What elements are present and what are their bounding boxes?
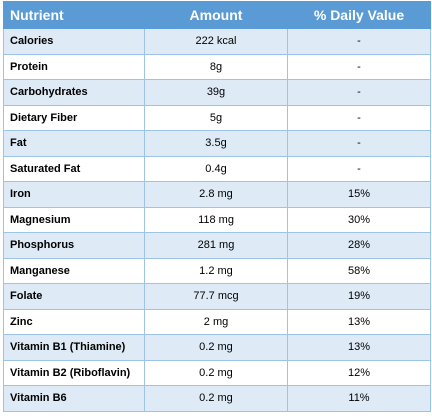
nutrient-cell: Vitamin B6 — [3, 385, 145, 412]
daily-value-cell: - — [287, 155, 431, 182]
daily-value-cell: 15% — [287, 181, 431, 208]
nutrient-cell: Carbohydrates — [3, 79, 145, 106]
amount-cell: 77.7 mcg — [144, 283, 288, 310]
daily-value-cell: 12% — [287, 359, 431, 386]
daily-value-cell: 19% — [287, 283, 431, 310]
daily-value-cell: 13% — [287, 334, 431, 361]
nutrition-table: Nutrient Amount % Daily Value Calories 22… — [3, 1, 431, 412]
amount-cell: 0.2 mg — [144, 359, 288, 386]
nutrient-cell: Folate — [3, 283, 145, 310]
table-row: Protein 8g - — [3, 53, 431, 80]
table-body: Calories 222 kcal - Protein 8g - Carbohydrates… — [3, 28, 431, 412]
daily-value-cell: - — [287, 28, 431, 55]
header-nutrient: Nutrient — [3, 1, 145, 29]
daily-value-cell: - — [287, 79, 431, 106]
daily-value-cell: 58% — [287, 257, 431, 284]
amount-cell: 222 kcal — [144, 28, 288, 55]
nutrient-cell: Saturated Fat — [3, 155, 145, 182]
daily-value-cell: - — [287, 104, 431, 131]
table-row: Magnesium 118 mg 30% — [3, 206, 431, 233]
table-row: Dietary Fiber 5g - — [3, 104, 431, 131]
table-row: Phosphorus 281 mg 28% — [3, 232, 431, 259]
nutrient-cell: Fat — [3, 130, 145, 157]
nutrient-cell: Protein — [3, 53, 145, 80]
nutrient-cell: Calories — [3, 28, 145, 55]
amount-cell: 118 mg — [144, 206, 288, 233]
nutrient-cell: Zinc — [3, 308, 145, 335]
nutrient-cell: Phosphorus — [3, 232, 145, 259]
table-row: Manganese 1.2 mg 58% — [3, 257, 431, 284]
amount-cell: 0.2 mg — [144, 334, 288, 361]
table-header: Nutrient Amount % Daily Value — [3, 1, 431, 29]
nutrient-cell: Iron — [3, 181, 145, 208]
header-amount: Amount — [144, 1, 288, 29]
header-daily-value: % Daily Value — [287, 1, 431, 29]
header-row: Nutrient Amount % Daily Value — [3, 1, 431, 29]
daily-value-cell: 30% — [287, 206, 431, 233]
table-row: Calories 222 kcal - — [3, 28, 431, 55]
amount-cell: 3.5g — [144, 130, 288, 157]
amount-cell: 0.4g — [144, 155, 288, 182]
daily-value-cell: 28% — [287, 232, 431, 259]
amount-cell: 2.8 mg — [144, 181, 288, 208]
nutrient-cell: Manganese — [3, 257, 145, 284]
amount-cell: 281 mg — [144, 232, 288, 259]
table-row: Vitamin B6 0.2 mg 11% — [3, 385, 431, 412]
table-row: Zinc 2 mg 13% — [3, 308, 431, 335]
table-row: Vitamin B2 (Riboflavin) 0.2 mg 12% — [3, 359, 431, 386]
table-row: Carbohydrates 39g - — [3, 79, 431, 106]
daily-value-cell: - — [287, 53, 431, 80]
nutrient-cell: Vitamin B1 (Thiamine) — [3, 334, 145, 361]
amount-cell: 0.2 mg — [144, 385, 288, 412]
daily-value-cell: 11% — [287, 385, 431, 412]
table-row: Saturated Fat 0.4g - — [3, 155, 431, 182]
table-row: Fat 3.5g - — [3, 130, 431, 157]
daily-value-cell: 13% — [287, 308, 431, 335]
nutrient-cell: Dietary Fiber — [3, 104, 145, 131]
nutrient-cell: Vitamin B2 (Riboflavin) — [3, 359, 145, 386]
table-row: Vitamin B1 (Thiamine) 0.2 mg 13% — [3, 334, 431, 361]
amount-cell: 5g — [144, 104, 288, 131]
daily-value-cell: - — [287, 130, 431, 157]
amount-cell: 39g — [144, 79, 288, 106]
amount-cell: 8g — [144, 53, 288, 80]
table-row: Iron 2.8 mg 15% — [3, 181, 431, 208]
amount-cell: 2 mg — [144, 308, 288, 335]
nutrient-cell: Magnesium — [3, 206, 145, 233]
table-row: Folate 77.7 mcg 19% — [3, 283, 431, 310]
amount-cell: 1.2 mg — [144, 257, 288, 284]
